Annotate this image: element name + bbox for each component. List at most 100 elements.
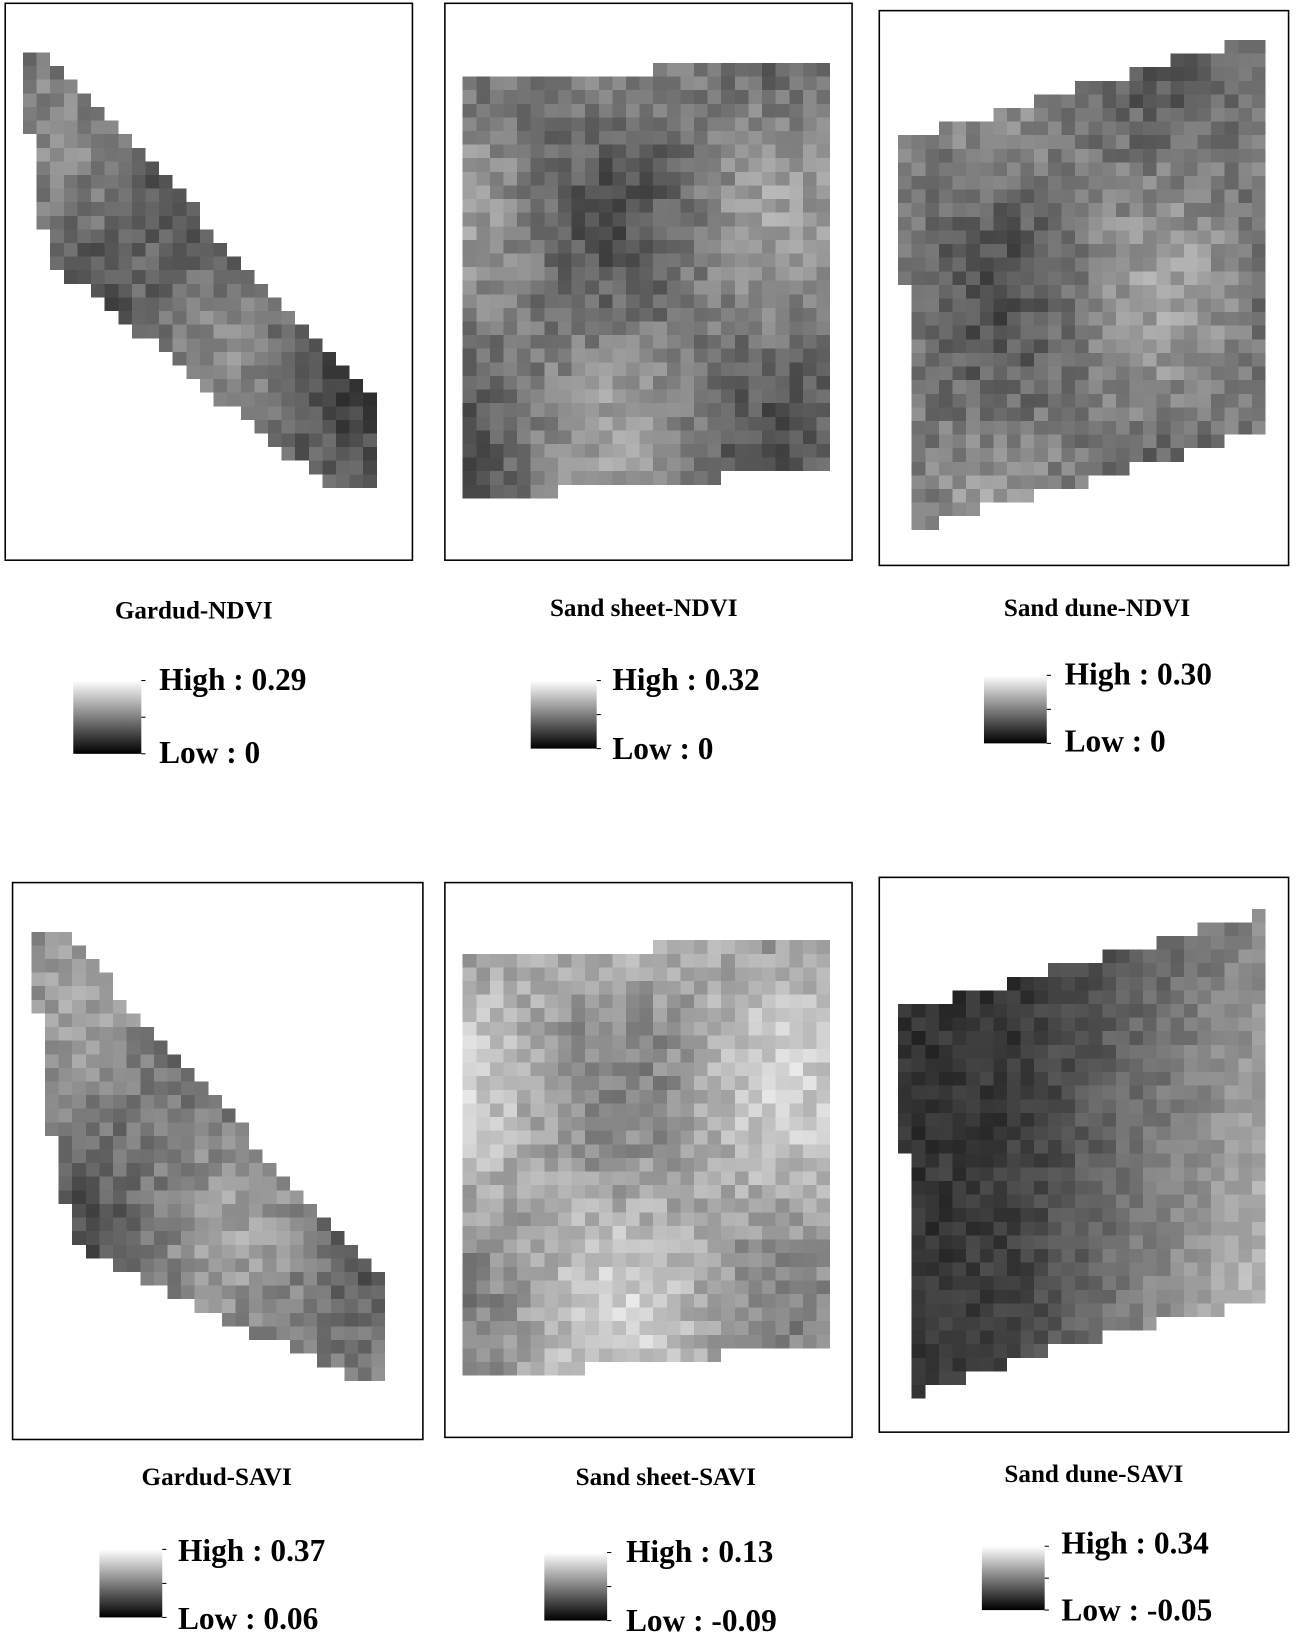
raster-cell	[558, 1103, 572, 1117]
raster-cell	[1061, 1222, 1075, 1236]
raster-cell	[789, 158, 803, 172]
raster-cell	[227, 270, 241, 284]
raster-cell	[331, 1272, 345, 1286]
raster-cell	[612, 981, 626, 995]
raster-cell	[37, 216, 51, 230]
raster-cell	[816, 1049, 830, 1063]
raster-cell	[503, 308, 517, 322]
raster-cell	[1075, 1113, 1089, 1127]
raster-cell	[626, 390, 640, 404]
raster-cell	[762, 1158, 776, 1172]
raster-cell	[503, 430, 517, 444]
raster-cell	[789, 172, 803, 186]
raster-cell	[1225, 1086, 1239, 1100]
raster-cell	[1116, 1086, 1130, 1100]
raster-cell	[159, 311, 173, 325]
raster-cell	[1102, 1222, 1116, 1236]
raster-cell	[490, 1294, 504, 1308]
raster-cell	[140, 1150, 154, 1164]
raster-cell	[1102, 1072, 1116, 1086]
raster-cell	[612, 1240, 626, 1254]
raster-cell	[1129, 1113, 1143, 1127]
raster-cell	[980, 1086, 994, 1100]
raster-cell	[585, 1035, 599, 1049]
raster-cell	[667, 1008, 681, 1022]
raster-cell	[1184, 1290, 1198, 1304]
raster-cell	[476, 145, 490, 159]
raster-cell	[490, 1199, 504, 1213]
raster-cell	[1211, 922, 1225, 936]
raster-cell	[789, 1185, 803, 1199]
raster-cell	[1075, 326, 1089, 340]
raster-cell	[236, 1286, 250, 1300]
raster-cell	[1048, 94, 1062, 108]
raster-cell	[254, 365, 268, 379]
raster-cell	[626, 1158, 640, 1172]
raster-cell	[59, 1163, 73, 1177]
raster-cell	[1007, 435, 1021, 449]
raster-cell	[1225, 1140, 1239, 1154]
raster-cell	[1157, 1222, 1171, 1236]
raster-cell	[476, 158, 490, 172]
raster-cell	[1116, 394, 1130, 408]
raster-cell	[708, 1199, 722, 1213]
raster-cell	[966, 448, 980, 462]
raster-cell	[490, 471, 504, 485]
raster-cell	[1075, 203, 1089, 217]
raster-cell	[939, 1317, 953, 1331]
raster-cell	[1252, 977, 1266, 991]
raster-cell	[290, 1340, 304, 1354]
raster-cell	[1184, 258, 1198, 272]
raster-cell	[1252, 122, 1266, 136]
raster-cell	[789, 294, 803, 308]
raster-cell	[1007, 190, 1021, 204]
raster-cell	[762, 940, 776, 954]
raster-cell	[572, 1253, 586, 1267]
raster-cell	[1061, 394, 1075, 408]
raster-cell	[1129, 122, 1143, 136]
raster-cell	[1238, 1167, 1252, 1181]
raster-cell	[694, 430, 708, 444]
raster-cell	[1075, 312, 1089, 326]
raster-cell	[503, 1253, 517, 1267]
raster-cell	[966, 1290, 980, 1304]
raster-cell	[694, 471, 708, 485]
raster-cell	[667, 185, 681, 199]
raster-cell	[118, 284, 132, 298]
raster-cell	[762, 1240, 776, 1254]
raster-cell	[463, 1294, 477, 1308]
raster-cell	[1075, 1303, 1089, 1317]
raster-cell	[735, 995, 749, 1009]
raster-cell	[980, 176, 994, 190]
raster-cell	[585, 1103, 599, 1117]
raster-cell	[118, 257, 132, 271]
raster-cell	[599, 1158, 613, 1172]
raster-cell	[1129, 1072, 1143, 1086]
raster-cell	[31, 1000, 45, 1014]
raster-cell	[803, 1280, 817, 1294]
raster-cell	[517, 349, 531, 363]
raster-cell	[1129, 67, 1143, 81]
raster-cell	[708, 981, 722, 995]
raster-cell	[476, 199, 490, 213]
raster-cell	[1184, 950, 1198, 964]
raster-cell	[789, 362, 803, 376]
raster-cell	[304, 1245, 318, 1259]
raster-cell	[680, 158, 694, 172]
raster-cell	[572, 322, 586, 336]
raster-cell	[350, 379, 364, 393]
raster-cell	[463, 1308, 477, 1322]
raster-cell	[980, 1290, 994, 1304]
raster-cell	[1184, 1099, 1198, 1113]
raster-cell	[1170, 122, 1184, 136]
raster-cell	[1198, 1290, 1212, 1304]
raster-cell	[1143, 1303, 1157, 1317]
raster-cell	[980, 475, 994, 489]
raster-cell	[980, 312, 994, 326]
raster-cell	[517, 430, 531, 444]
raster-cell	[159, 297, 173, 311]
raster-cell	[1211, 1018, 1225, 1032]
raster-cell	[1225, 1058, 1239, 1072]
raster-cell	[626, 267, 640, 281]
raster-cell	[640, 995, 654, 1009]
